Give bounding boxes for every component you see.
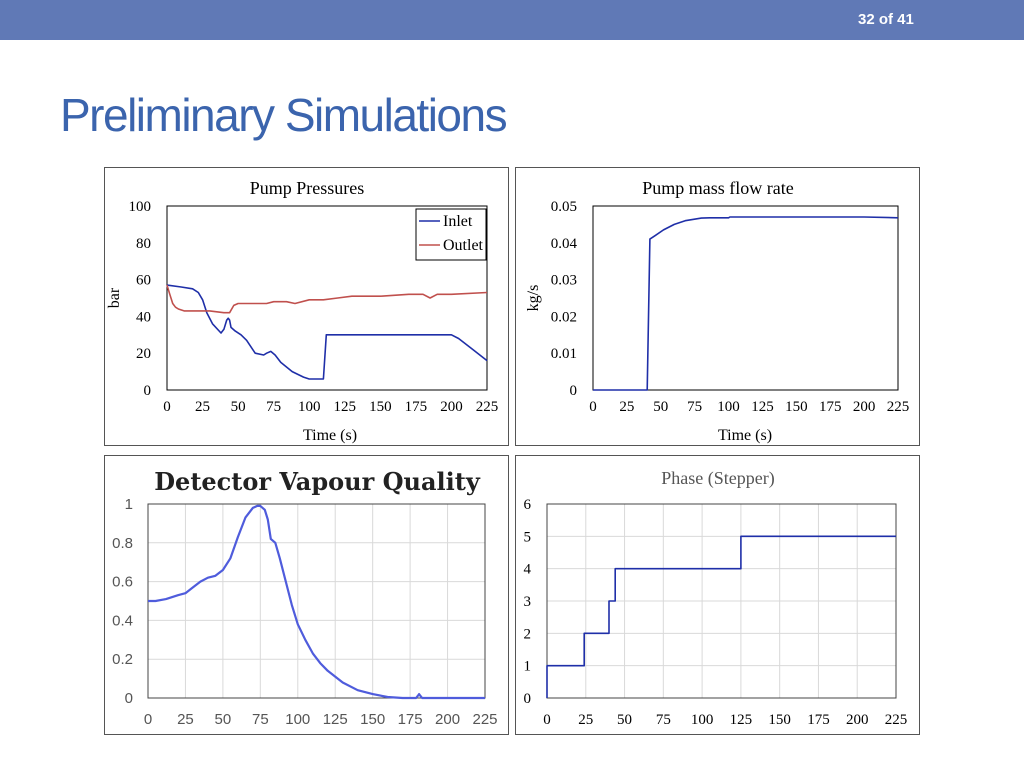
chart-title: Pump Pressures bbox=[250, 178, 365, 198]
x-tick-label: 100 bbox=[717, 399, 740, 415]
legend-label: Inlet bbox=[443, 213, 473, 230]
x-tick-label: 225 bbox=[885, 712, 908, 728]
x-tick-label: 75 bbox=[687, 399, 702, 415]
y-tick-label: 40 bbox=[136, 309, 151, 325]
x-tick-label: 175 bbox=[819, 399, 842, 415]
x-tick-label: 25 bbox=[195, 399, 210, 415]
x-tick-label: 150 bbox=[360, 711, 385, 728]
y-tick-label: 2 bbox=[524, 626, 532, 642]
y-axis-label: bar bbox=[106, 287, 123, 308]
chart-phase-stepper-panel: 0 25 50 75 100 125 150 175 200 225 0 1 2 3 4 5 6 Phase (S… bbox=[515, 455, 920, 735]
series-line-inlet bbox=[166, 284, 488, 380]
x-tick-label: 25 bbox=[578, 712, 593, 728]
y-tick-label: 0 bbox=[524, 691, 532, 707]
y-tick-label: 0.8 bbox=[112, 535, 133, 552]
y-tick-label: 0.03 bbox=[551, 273, 577, 289]
y-tick-label: 3 bbox=[524, 594, 532, 610]
header-bar: 32 of 41 bbox=[0, 0, 1024, 40]
chart-pump-pressures: 0 25 50 75 100 125 150 175 200 225 0 20 40 60 80 100 Pum… bbox=[106, 178, 499, 444]
series-line-data bbox=[546, 535, 896, 698]
x-tick-label: 225 bbox=[887, 399, 910, 415]
y-tick-label: 4 bbox=[524, 562, 532, 578]
y-tick-label: 0.4 bbox=[112, 612, 133, 629]
y-tick-label: 0 bbox=[144, 383, 152, 399]
plot-area-frame bbox=[166, 205, 488, 391]
x-tick-label: 200 bbox=[435, 711, 460, 728]
chart-phase-stepper: 0 25 50 75 100 125 150 175 200 225 0 1 2 3 4 5 6 Phase (S… bbox=[524, 468, 908, 728]
legend-box bbox=[415, 208, 487, 261]
y-axis-label: kg/s bbox=[525, 285, 542, 312]
x-tick-label: 150 bbox=[768, 712, 791, 728]
x-tick-label: 150 bbox=[785, 399, 808, 415]
x-tick-label: 125 bbox=[334, 399, 357, 415]
y-tick-label: 60 bbox=[136, 273, 151, 289]
slide-counter: 32 of 41 bbox=[858, 11, 914, 28]
x-tick-label: 50 bbox=[617, 712, 632, 728]
x-tick-label: 75 bbox=[252, 711, 269, 728]
x-tick-label: 0 bbox=[144, 711, 152, 728]
x-tick-label: 200 bbox=[440, 399, 463, 415]
x-tick-label: 125 bbox=[751, 399, 774, 415]
y-tick-label: 5 bbox=[524, 529, 532, 545]
y-tick-label: 1 bbox=[125, 496, 133, 513]
y-tick-label: 6 bbox=[524, 497, 532, 513]
x-tick-label: 200 bbox=[853, 399, 876, 415]
plot-area-frame bbox=[546, 503, 897, 699]
x-tick-label: 25 bbox=[619, 399, 634, 415]
x-tick-label: 75 bbox=[266, 399, 281, 415]
x-tick-label: 75 bbox=[656, 712, 671, 728]
y-tick-label: 0.05 bbox=[551, 199, 577, 215]
series-line-outlet bbox=[166, 284, 488, 314]
x-tick-label: 200 bbox=[846, 712, 869, 728]
y-tick-label: 0.2 bbox=[112, 651, 133, 668]
series-line-data bbox=[593, 216, 899, 391]
x-tick-label: 100 bbox=[285, 711, 310, 728]
y-tick-label: 0.04 bbox=[551, 236, 578, 252]
x-axis-label: Time (s) bbox=[303, 427, 357, 444]
x-tick-label: 0 bbox=[163, 399, 171, 415]
page-title: Preliminary Simulations bbox=[60, 89, 508, 141]
x-tick-label: 175 bbox=[807, 712, 830, 728]
x-tick-label: 175 bbox=[405, 399, 428, 415]
y-tick-label: 0 bbox=[570, 383, 578, 399]
x-tick-label: 150 bbox=[369, 399, 392, 415]
chart-title: Phase (Stepper) bbox=[661, 468, 774, 489]
legend-label: Outlet bbox=[443, 237, 484, 254]
chart-detector-vapour-quality: 0 25 50 75 100 125 150 175 200 225 0 0.2 0.4 0.6 0.8 1 D… bbox=[112, 467, 497, 728]
x-tick-label: 50 bbox=[231, 399, 246, 415]
plot-area-frame bbox=[147, 503, 486, 699]
y-tick-label: 0.6 bbox=[112, 574, 133, 591]
x-tick-label: 50 bbox=[653, 399, 668, 415]
chart-title: Detector Vapour Quality bbox=[154, 467, 481, 496]
chart-title: Pump mass flow rate bbox=[642, 178, 793, 198]
x-tick-label: 0 bbox=[543, 712, 551, 728]
y-tick-label: 1 bbox=[524, 659, 532, 675]
chart-detector-vapour-quality-panel: 0 25 50 75 100 125 150 175 200 225 0 0.2 0.4 0.6 0.8 1 D… bbox=[104, 455, 509, 735]
x-axis-label: Time (s) bbox=[718, 427, 772, 444]
series-line-data bbox=[148, 504, 485, 700]
x-tick-label: 125 bbox=[323, 711, 348, 728]
y-tick-label: 20 bbox=[136, 346, 151, 362]
y-tick-label: 0 bbox=[125, 690, 133, 707]
y-tick-label: 100 bbox=[129, 199, 152, 215]
x-tick-label: 100 bbox=[691, 712, 714, 728]
x-tick-label: 125 bbox=[730, 712, 753, 728]
chart-pump-pressures-panel: 0 25 50 75 100 125 150 175 200 225 0 20 40 60 80 100 Pum… bbox=[104, 167, 509, 446]
x-tick-label: 100 bbox=[298, 399, 321, 415]
y-tick-label: 80 bbox=[136, 236, 151, 252]
x-tick-label: 225 bbox=[472, 711, 497, 728]
y-tick-label: 0.01 bbox=[551, 346, 577, 362]
x-tick-label: 0 bbox=[589, 399, 597, 415]
chart-pump-mass-flow: 0 25 50 75 100 125 150 175 200 225 0 0.01 0.02 0.03 0.… bbox=[525, 178, 910, 444]
x-tick-label: 25 bbox=[177, 711, 194, 728]
y-tick-label: 0.02 bbox=[551, 309, 577, 325]
plot-area-frame bbox=[592, 205, 899, 391]
chart-pump-mass-flow-panel: 0 25 50 75 100 125 150 175 200 225 0 0.01 0.02 0.03 0.… bbox=[515, 167, 920, 446]
x-tick-label: 50 bbox=[215, 711, 232, 728]
x-tick-label: 225 bbox=[476, 399, 499, 415]
x-tick-label: 175 bbox=[398, 711, 423, 728]
